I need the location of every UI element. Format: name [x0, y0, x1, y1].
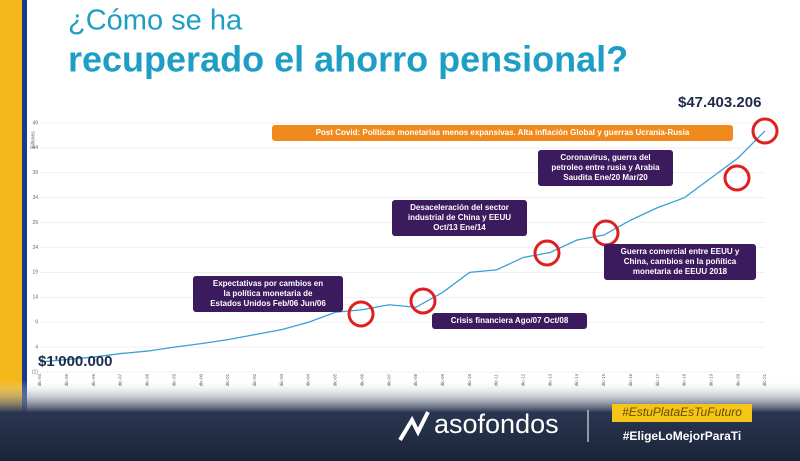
annotation-text: Expectativas por cambios en [213, 279, 323, 288]
x-tick-label: dic-05 [333, 373, 338, 386]
annotation-text: monetaria de EEUU 2018 [633, 267, 728, 276]
x-tick-label: dic-96 [91, 373, 96, 386]
tag-bg [612, 404, 752, 422]
x-tick-label: dic-15 [601, 373, 606, 386]
y-tick-label: 4 [35, 344, 38, 350]
annotation-text: China, cambios en la poñítica [624, 257, 737, 266]
annotation-text: Crisis financiera Ago/07 Oct/08 [451, 316, 569, 325]
x-tick-label: dic-21 [762, 373, 767, 386]
highlight-circle [751, 117, 779, 145]
footer: asofondos #EstuPlataEsTuFuturo #EligeLoM… [398, 404, 752, 443]
highlight-circle [347, 300, 375, 328]
x-tick-label: dic-20 [735, 373, 740, 386]
x-tick-label: dic-04 [306, 373, 311, 386]
highlight-circle [723, 164, 751, 192]
annotation-text: la política monetaria de [224, 289, 313, 298]
x-tick-label: dic-10 [467, 373, 472, 386]
annotation-text: Desaceleración del sector [410, 203, 509, 212]
annotation-text: petroleo entre rusia y Arabia [551, 163, 660, 172]
start-label: $1'000.000 [38, 353, 112, 370]
x-tick-label: dic-09 [440, 373, 445, 386]
x-tick-label: dic-02 [252, 373, 257, 386]
y-tick-label: 29 [32, 220, 38, 226]
x-tick-label: dic-17 [655, 373, 660, 386]
x-tick-label: dic-11 [494, 374, 499, 386]
annotation-box [272, 125, 733, 141]
series-line [39, 130, 766, 363]
y-tick-label: 34 [32, 195, 38, 201]
brand: asofondos [434, 409, 559, 439]
tag-1: #EstuPlataEsTuFuturo [622, 405, 742, 419]
annotation-box [432, 313, 587, 329]
annotation-box [392, 200, 527, 236]
x-tick-label: dic-19 [708, 373, 713, 386]
y-tick-label: 24 [32, 245, 38, 251]
annotation-text: industrial de China y EEUU [408, 213, 511, 222]
side-bar-2 [22, 0, 27, 461]
y-tick-label: (1) [32, 369, 38, 375]
x-tick-label: dic-16 [628, 373, 633, 386]
title-line-2: recuperado el ahorro pensional? [68, 39, 628, 80]
x-tick-label: dic-98 [145, 373, 150, 386]
logo [398, 411, 430, 442]
highlight-circle [409, 287, 437, 315]
x-tick-label: dic-07 [386, 373, 391, 386]
x-tick-label: dic-14 [574, 373, 579, 386]
y-tick-label: 14 [32, 295, 38, 301]
x-tick-label: dic-01 [225, 373, 230, 386]
y-tick-label: 39 [32, 170, 38, 176]
x-tick-label: dic-95 [64, 373, 69, 386]
annotation-box [538, 150, 673, 186]
title-line-1: ¿Cómo se ha [68, 5, 243, 37]
x-tick-label: dic-08 [413, 373, 418, 386]
annotation-box [193, 276, 343, 312]
tag-2: #EligeLoMejorParaTi [623, 429, 741, 443]
x-tick-label: dic-97 [118, 373, 123, 386]
highlight-circle [533, 239, 561, 267]
y-axis-label: Billones [30, 131, 36, 149]
x-tick-label: dic-06 [359, 373, 364, 386]
x-tick-label: dic-99 [171, 373, 176, 386]
annotation-text: Estados Unidos Feb/06 Jun/06 [210, 299, 326, 308]
annotation-text: Post Covid: Políticas monetarias menos e… [316, 128, 690, 137]
x-tick-label: dic-12 [521, 373, 526, 386]
x-tick-label: dic-13 [547, 373, 552, 386]
y-tick-label: 19 [32, 270, 38, 276]
end-label: $47.403.206 [678, 94, 761, 111]
x-tick-label: dic-03 [279, 373, 284, 386]
y-tick-label: 49 [32, 120, 38, 126]
x-tick-label: dic-18 [682, 373, 687, 386]
annotation-box [604, 244, 756, 280]
annotation-text: Saudita Ene/20 Mar/20 [563, 173, 648, 182]
x-tick-label: dic-00 [198, 373, 203, 386]
side-bar [0, 0, 22, 461]
y-tick-label: 9 [35, 320, 38, 326]
annotation-text: Guerra comercial entre EEUU y [621, 247, 740, 256]
annotation-text: Oct/13 Ene/14 [433, 223, 486, 232]
annotation-text: Coronavirus, guerra del [560, 153, 650, 162]
y-tick-label: 44 [32, 145, 38, 151]
x-tick-label: dic-94 [37, 373, 42, 386]
